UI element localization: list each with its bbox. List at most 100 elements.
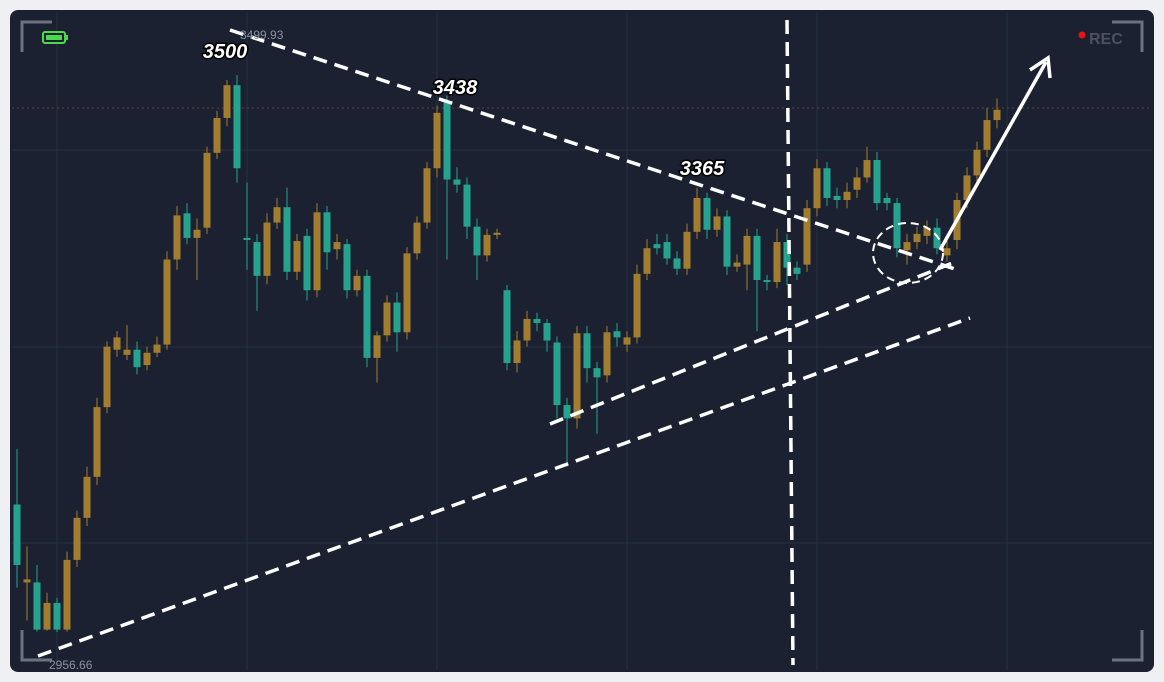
candle-body — [383, 302, 391, 336]
candle-body — [863, 160, 871, 178]
candle-body — [983, 120, 991, 150]
candle-body — [873, 160, 881, 204]
candle-body — [943, 248, 951, 256]
candle-body — [323, 212, 331, 253]
candle-body — [243, 237, 251, 240]
candle-body — [503, 290, 511, 364]
candle-body — [833, 195, 841, 201]
candle-body — [353, 275, 361, 291]
candle-body — [363, 275, 371, 358]
candle-body — [773, 242, 781, 283]
candle-body — [13, 504, 21, 566]
annotation: 3365 — [680, 158, 725, 180]
candle-body — [843, 191, 851, 201]
candle-body — [413, 222, 421, 254]
candle-body — [173, 215, 181, 260]
candle-body — [913, 233, 921, 243]
candle-body — [923, 227, 931, 236]
candle-body — [783, 242, 791, 268]
candle-body — [703, 197, 711, 230]
candle-body — [493, 232, 501, 235]
candle-body — [513, 340, 521, 364]
candle-body — [293, 241, 301, 272]
candle-body — [523, 318, 531, 341]
candle-body — [373, 335, 381, 358]
candle-body — [213, 117, 221, 153]
candle-body — [283, 207, 291, 272]
candle-body — [43, 602, 51, 630]
candle-body — [343, 244, 351, 291]
candle-body — [553, 342, 561, 406]
candle-body — [93, 407, 101, 477]
panel — [10, 10, 1154, 672]
candle-body — [303, 235, 311, 291]
candle-body — [83, 476, 91, 518]
candle-body — [263, 222, 271, 276]
candle-body — [563, 405, 571, 419]
candle-body — [193, 229, 201, 238]
candle-body — [813, 168, 821, 209]
candle-body — [153, 344, 161, 353]
candle-body — [753, 235, 761, 280]
candle-body — [393, 302, 401, 333]
candle-body — [333, 242, 341, 250]
candle-body — [423, 168, 431, 223]
candle-body — [643, 248, 651, 274]
candles — [13, 75, 1001, 632]
drawings — [37, 19, 1052, 666]
candle-body — [223, 85, 231, 118]
candle-body — [463, 184, 471, 227]
candle-body — [443, 102, 451, 180]
candle-body — [53, 602, 61, 630]
candle-body — [163, 259, 171, 345]
candle-body — [403, 253, 411, 333]
candle-body — [593, 368, 601, 378]
annotation: 3438 — [433, 77, 478, 99]
candle-body — [883, 197, 891, 204]
corner-brackets — [20, 20, 1144, 662]
rec-label: REC — [1089, 31, 1123, 48]
candle-body — [963, 175, 971, 201]
candle-body — [313, 212, 321, 291]
candle-body — [473, 226, 481, 256]
candle-body — [713, 216, 721, 230]
candle-body — [653, 244, 661, 249]
candle-body — [33, 582, 41, 630]
candle-body — [433, 112, 441, 169]
candle-body — [573, 333, 581, 419]
candle-body — [613, 331, 621, 338]
candle-body — [483, 234, 491, 256]
candle-body — [113, 337, 121, 350]
battery-icon — [42, 31, 68, 44]
candle-body — [823, 168, 831, 198]
candle-body — [673, 258, 681, 269]
candle-body — [453, 179, 461, 185]
candle-body — [583, 333, 591, 369]
annotation: 3500 — [203, 41, 248, 63]
candle-body — [233, 85, 241, 169]
candle-body — [763, 279, 771, 283]
candle-body — [533, 318, 541, 324]
candle-body — [183, 213, 191, 238]
candle-body — [123, 349, 131, 355]
candle-body — [853, 177, 861, 190]
candle-body — [743, 235, 751, 265]
candle-body — [63, 559, 71, 630]
candle-body — [253, 242, 261, 276]
candle-body — [543, 323, 551, 341]
candle-body — [143, 352, 151, 366]
candle-body — [973, 149, 981, 176]
candle-body — [793, 267, 801, 274]
candle-body — [73, 517, 81, 560]
candle-body — [993, 109, 1001, 121]
rec-dot — [1078, 31, 1086, 39]
candle-body — [663, 242, 671, 259]
candle-body — [723, 216, 731, 267]
candle-body — [893, 203, 901, 249]
candle-body — [803, 208, 811, 265]
candle-body — [733, 262, 741, 267]
candle-body — [23, 579, 31, 583]
candle-body — [903, 242, 911, 251]
